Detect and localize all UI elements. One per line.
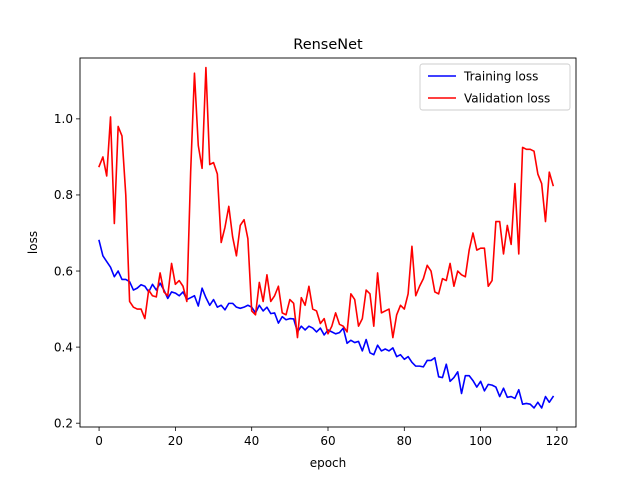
legend: Training loss Validation loss xyxy=(419,63,571,111)
x-tick-label: 0 xyxy=(95,434,103,448)
x-tick-label: 120 xyxy=(545,434,568,448)
y-axis-ticks: 0.2 0.4 0.6 0.8 1.0 xyxy=(54,112,80,430)
y-tick-label: 0.2 xyxy=(54,416,73,430)
y-axis-title: loss xyxy=(26,231,40,254)
chart-title: RenseNet xyxy=(293,37,363,53)
x-axis-title: epoch xyxy=(310,456,347,470)
x-tick-label: 40 xyxy=(244,434,259,448)
x-axis-ticks: 0 20 40 60 80 100 120 xyxy=(95,427,568,448)
x-tick-label: 20 xyxy=(168,434,183,448)
legend-label-validation-loss: Validation loss xyxy=(464,91,550,105)
x-tick-label: 60 xyxy=(320,434,335,448)
validation-loss-line xyxy=(98,66,555,339)
legend-box xyxy=(419,63,571,111)
y-tick-label: 0.4 xyxy=(54,340,73,354)
y-tick-label: 0.6 xyxy=(54,264,73,278)
plot-area xyxy=(79,57,577,428)
x-tick-label: 80 xyxy=(397,434,412,448)
x-tick-label: 100 xyxy=(469,434,492,448)
training-loss-line xyxy=(98,239,555,409)
y-tick-label: 0.8 xyxy=(54,188,73,202)
y-tick-label: 1.0 xyxy=(54,112,73,126)
legend-label-training-loss: Training loss xyxy=(463,69,538,83)
